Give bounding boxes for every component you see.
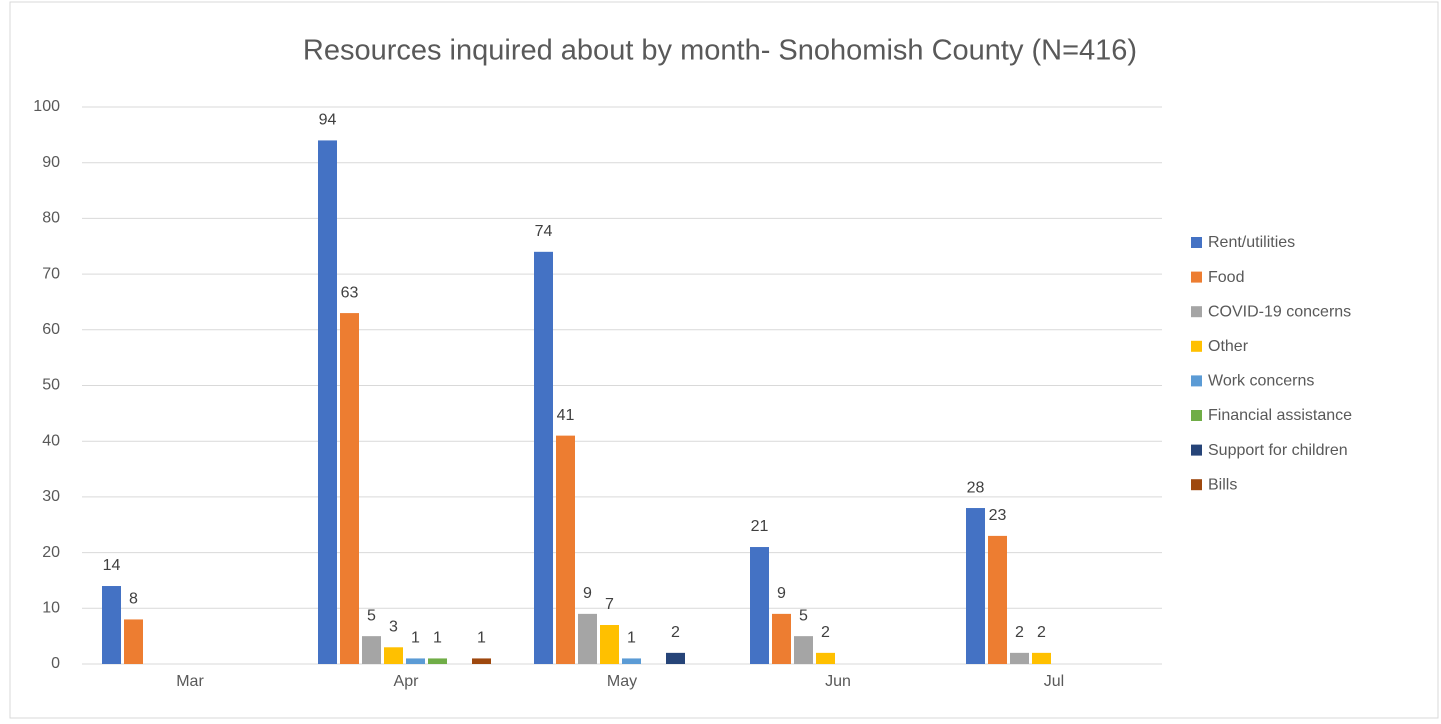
y-tick-label: 0 bbox=[51, 655, 60, 672]
x-tick-label: Jun bbox=[825, 673, 851, 690]
bar bbox=[384, 647, 403, 664]
data-label: 2 bbox=[671, 624, 680, 641]
bar bbox=[340, 313, 359, 664]
legend-swatch bbox=[1191, 375, 1202, 387]
data-label: 7 bbox=[605, 596, 614, 613]
bar bbox=[1032, 652, 1051, 664]
y-tick-label: 50 bbox=[42, 377, 60, 394]
legend-swatch bbox=[1191, 479, 1202, 491]
legend-label: COVID-19 concerns bbox=[1208, 303, 1351, 320]
bar bbox=[102, 586, 121, 664]
bar bbox=[600, 625, 619, 664]
data-label: 9 bbox=[777, 585, 786, 602]
legend-label: Bills bbox=[1208, 476, 1237, 493]
y-tick-label: 10 bbox=[42, 600, 60, 617]
legend-label: Food bbox=[1208, 269, 1244, 286]
data-label: 94 bbox=[319, 112, 337, 129]
bar bbox=[750, 547, 769, 664]
y-tick-label: 70 bbox=[42, 265, 60, 282]
legend-swatch bbox=[1191, 271, 1202, 283]
data-label: 5 bbox=[367, 607, 376, 624]
data-label: 1 bbox=[627, 630, 636, 647]
data-label: 21 bbox=[751, 518, 769, 535]
chart-title: Resources inquired about by month- Snoho… bbox=[303, 35, 1137, 67]
bar bbox=[988, 535, 1007, 664]
bar bbox=[428, 658, 447, 664]
bar bbox=[362, 636, 381, 664]
chart-frame bbox=[9, 1, 1439, 719]
bar bbox=[472, 658, 491, 664]
legend-swatch bbox=[1191, 237, 1202, 248]
y-tick-label: 40 bbox=[42, 432, 60, 449]
data-label: 8 bbox=[129, 591, 138, 608]
bar bbox=[966, 508, 985, 664]
data-label: 9 bbox=[583, 585, 592, 602]
x-tick-label: Apr bbox=[394, 673, 420, 690]
bar bbox=[406, 658, 425, 664]
data-label: 2 bbox=[821, 624, 830, 641]
x-tick-label: Mar bbox=[176, 673, 204, 690]
bar bbox=[666, 652, 685, 664]
legend-label: Rent/utilities bbox=[1208, 234, 1295, 251]
bar bbox=[124, 619, 143, 664]
legend-swatch bbox=[1191, 444, 1202, 456]
data-label: 2 bbox=[1037, 624, 1046, 641]
legend-swatch bbox=[1191, 306, 1202, 318]
data-label: 1 bbox=[477, 630, 486, 647]
data-label: 1 bbox=[433, 630, 442, 647]
y-tick-label: 90 bbox=[42, 154, 60, 171]
data-label: 1 bbox=[411, 630, 420, 647]
x-tick-label: Jul bbox=[1044, 673, 1064, 690]
legend-swatch bbox=[1191, 410, 1202, 421]
bar bbox=[578, 613, 597, 664]
bar bbox=[556, 435, 575, 664]
legend-swatch bbox=[1191, 340, 1202, 352]
y-tick-label: 100 bbox=[33, 98, 60, 115]
y-tick-label: 20 bbox=[42, 544, 60, 561]
data-label: 74 bbox=[535, 223, 553, 240]
bar bbox=[1010, 652, 1029, 664]
y-tick-label: 60 bbox=[42, 321, 60, 338]
x-tick-label: May bbox=[607, 673, 637, 690]
data-label: 3 bbox=[389, 619, 398, 636]
bar bbox=[318, 140, 337, 665]
bar bbox=[794, 636, 813, 664]
bar bbox=[816, 652, 835, 664]
data-label: 23 bbox=[989, 507, 1007, 524]
legend-label: Financial assistance bbox=[1208, 407, 1352, 424]
bar bbox=[622, 658, 641, 664]
data-label: 5 bbox=[799, 607, 808, 624]
data-label: 2 bbox=[1015, 624, 1024, 641]
data-label: 41 bbox=[557, 407, 575, 424]
y-tick-label: 30 bbox=[42, 488, 60, 505]
bar bbox=[534, 251, 553, 664]
legend-label: Support for children bbox=[1208, 442, 1348, 459]
y-tick-label: 80 bbox=[42, 210, 60, 227]
legend-label: Work concerns bbox=[1208, 373, 1314, 390]
data-label: 14 bbox=[103, 557, 121, 574]
legend-label: Other bbox=[1208, 338, 1249, 355]
bar bbox=[772, 613, 791, 664]
data-label: 63 bbox=[341, 284, 359, 301]
data-label: 28 bbox=[967, 479, 985, 496]
